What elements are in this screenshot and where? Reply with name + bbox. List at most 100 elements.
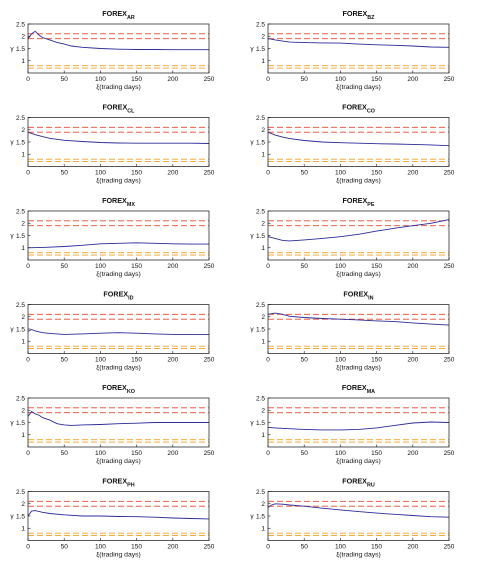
chart-7-xtick-label-4: 200 [407,357,418,364]
chart-8-ylabel: γ [10,420,14,427]
chart-11-xtick-label-3: 150 [371,544,382,551]
chart-10-xtick-label-0: 0 [26,544,30,551]
chart-9-ytick-label-2: 2 [261,408,265,415]
chart-4-ytick-label-3: 2.5 [16,208,25,215]
chart-4-ylabel: γ [10,233,14,240]
chart-1-series-0 [267,38,450,48]
chart-10-title-text: FOREX [102,477,127,486]
chart-0-xtick-label-3: 150 [131,76,142,83]
chart-6-title-text: FOREX [103,290,128,299]
chart-10-xtick-label-3: 150 [131,544,142,551]
chart-3: FOREXCO 1 1.5 2 2.5 0 50 100 150 200 250 γ ξ(trading… [250,103,454,185]
chart-11-ytick-label-3: 2.5 [256,489,265,496]
chart-4-xtick-label-0: 0 [26,263,30,270]
chart-6-xtick-label-5: 250 [204,357,215,364]
chart-4-xtick-label-5: 250 [204,263,215,270]
chart-10-title-subscript: PH [127,483,135,489]
chart-1-ylabel: γ [250,46,254,53]
chart-8-ytick-label-3: 2.5 [16,395,25,402]
chart-3-title-text: FOREX [342,103,367,112]
chart-0-xtick-label-0: 0 [26,76,30,83]
chart-9-xtick-label-5: 250 [444,450,455,457]
chart-2-xtick-label-2: 100 [95,170,106,177]
chart-0-xtick-label-5: 250 [204,76,215,83]
chart-1-ytick-label-0: 1 [261,58,265,65]
chart-6-title-subscript: ID [128,296,133,302]
chart-8-title-text: FOREX [102,383,127,392]
chart-3-title-subscript: CO [367,109,375,115]
chart-0-xtick-label-4: 200 [167,76,178,83]
chart-6-xtick-label-0: 0 [26,357,30,364]
chart-4-ytick-label-0: 1 [21,245,25,252]
chart-1-xtick-label-1: 50 [301,76,309,83]
chart-10: FOREXPH 1 1.5 2 2.5 0 50 100 150 200 250 γ ξ(trading… [10,477,214,559]
chart-9: FOREXMA 1 1.5 2 2.5 0 50 100 150 200 250 γ ξ(trading… [250,383,454,465]
chart-3-xtick-label-3: 150 [371,170,382,177]
chart-8-series-0 [27,410,209,426]
chart-1-xtick-label-0: 0 [266,76,270,83]
chart-8-ytick-label-1: 1.5 [16,420,25,427]
chart-0: FOREXAR 1 1.5 2 2.5 0 50 100 150 200 250 γ ξ(trading… [10,9,214,91]
chart-9-xtick-label-4: 200 [407,450,418,457]
chart-5-xtick-label-1: 50 [301,263,309,270]
chart-6-ytick-label-3: 2.5 [16,302,25,309]
chart-8-xtick-label-2: 100 [95,450,106,457]
chart-3-xtick-label-4: 200 [407,170,418,177]
chart-2-title-subscript: CL [127,109,135,115]
chart-9-xtick-label-2: 100 [335,450,346,457]
chart-5-xtick-label-5: 250 [444,263,455,270]
chart-10-ytick-label-2: 2 [21,501,25,508]
chart-1-title: FOREXBZ [343,9,376,21]
chart-5-ytick-label-1: 1.5 [256,233,265,240]
chart-9-title: FOREXMA [342,383,375,395]
chart-3-xtick-label-0: 0 [266,170,270,177]
chart-10-ytick-label-3: 2.5 [16,489,25,496]
chart-5-ytick-label-3: 2.5 [256,208,265,215]
chart-2-series-0 [27,131,210,144]
chart-5: FOREXPE 1 1.5 2 2.5 0 50 100 150 200 250 γ ξ(trading… [250,196,454,278]
chart-8-xtick-label-5: 250 [204,450,215,457]
chart-9-xtick-label-0: 0 [266,450,270,457]
chart-8-xtick-label-0: 0 [26,450,30,457]
chart-5-xlabel: ξ(trading days) [336,271,381,278]
chart-7-title: FOREXIN [343,290,373,302]
chart-6-series-0 [27,329,209,336]
chart-7-title-text: FOREX [343,290,368,299]
chart-0-title-subscript: AR [127,15,135,21]
chart-6-ytick-label-1: 1.5 [16,326,25,333]
chart-8-xlabel: ξ(trading days) [96,458,141,465]
chart-1-xtick-label-5: 250 [444,76,455,83]
chart-1-title-text: FOREX [343,9,368,18]
chart-10-ylabel: γ [10,513,14,520]
chart-11-xlabel: ξ(trading days) [336,552,381,559]
chart-6-ytick-label-0: 1 [21,339,25,346]
chart-2-xtick-label-5: 250 [204,170,215,177]
chart-3-ytick-label-2: 2 [261,127,265,134]
chart-2-ytick-label-1: 1.5 [16,139,25,146]
chart-2-xtick-label-3: 150 [131,170,142,177]
chart-11-ylabel: γ [250,513,254,520]
chart-11-title-subscript: RU [367,483,375,489]
chart-0-ytick-label-1: 1.5 [16,46,25,53]
chart-3-ylabel: γ [250,139,254,146]
chart-1-xtick-label-3: 150 [371,76,382,83]
chart-4-xtick-label-3: 150 [131,263,142,270]
chart-11-xtick-label-2: 100 [335,544,346,551]
chart-3-xlabel: ξ(trading days) [336,178,381,185]
chart-11: FOREXRU 1 1.5 2 2.5 0 50 100 150 200 250 γ ξ(trading… [250,477,454,559]
chart-3-series-0 [267,131,450,147]
chart-7-xtick-label-1: 50 [301,357,309,364]
chart-0-xlabel: ξ(trading days) [96,84,141,91]
chart-4: FOREXMX 1 1.5 2 2.5 0 50 100 150 200 250 γ ξ(trading… [10,196,214,278]
chart-11-title-text: FOREX [342,477,367,486]
chart-1-ytick-label-2: 2 [261,34,265,41]
chart-3-xtick-label-1: 50 [301,170,309,177]
chart-5-title-text: FOREX [343,196,368,205]
chart-10-title: FOREXPH [102,477,134,489]
chart-3-xtick-label-2: 100 [335,170,346,177]
chart-9-ytick-label-3: 2.5 [256,395,265,402]
chart-1-xtick-label-2: 100 [335,76,346,83]
chart-2: FOREXCL 1 1.5 2 2.5 0 50 100 150 200 250 γ ξ(trading… [10,103,214,185]
chart-5-xtick-label-2: 100 [335,263,346,270]
